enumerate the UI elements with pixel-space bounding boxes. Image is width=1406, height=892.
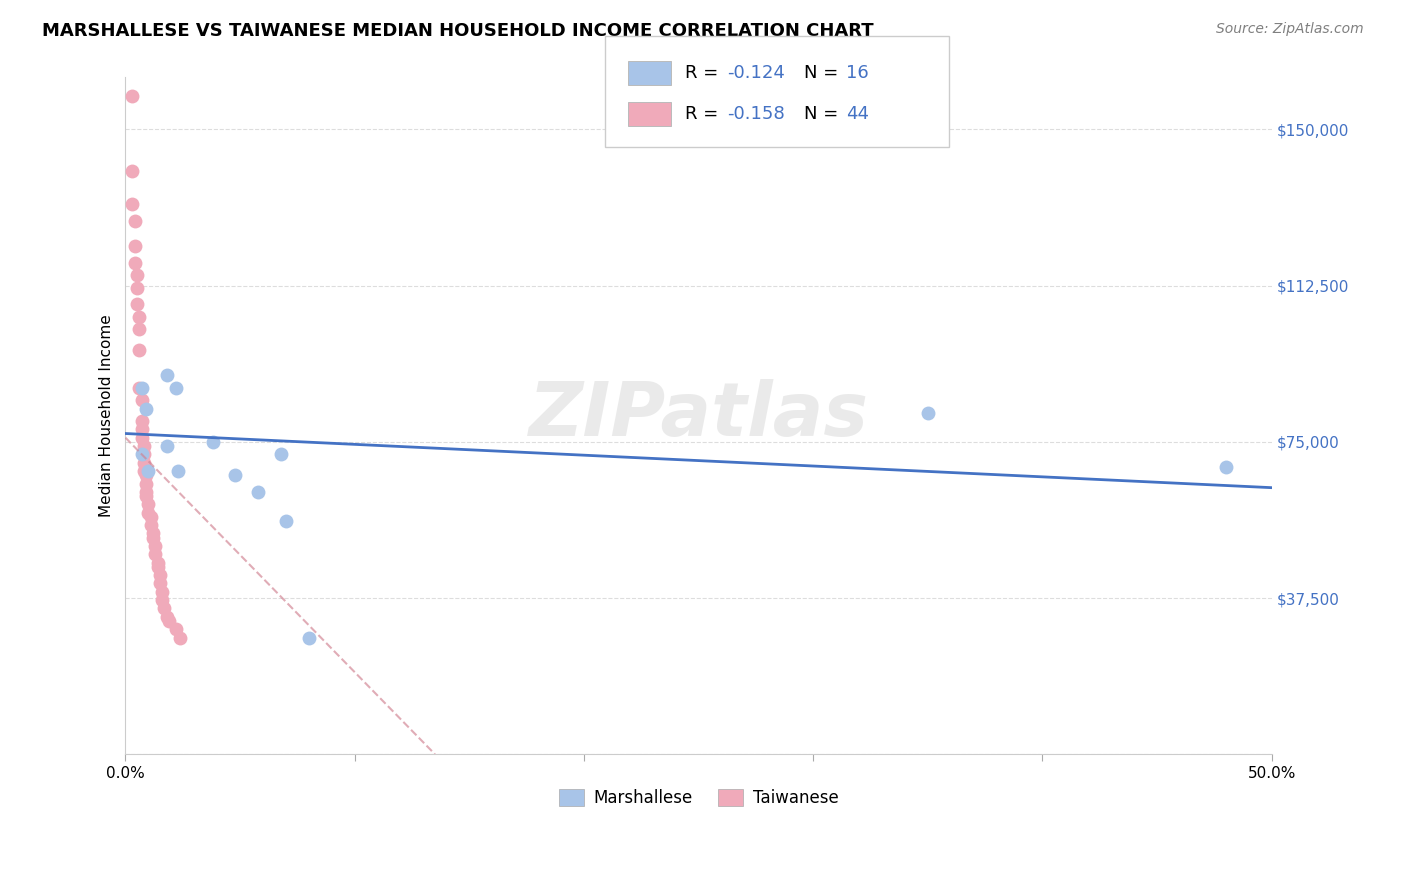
- Point: [132, 464, 155, 478]
- Point: [121, 164, 143, 178]
- Point: [124, 239, 146, 253]
- Point: [132, 447, 155, 461]
- Point: [135, 468, 157, 483]
- Text: Source: ZipAtlas.com: Source: ZipAtlas.com: [1216, 22, 1364, 37]
- Point: [121, 197, 143, 211]
- Point: [135, 476, 157, 491]
- Point: [131, 431, 153, 445]
- Point: [125, 297, 148, 311]
- Point: [149, 576, 172, 591]
- Legend: Marshallese, Taiwanese: Marshallese, Taiwanese: [553, 782, 845, 814]
- Point: [128, 381, 150, 395]
- Point: [146, 559, 169, 574]
- Y-axis label: Median Household Income: Median Household Income: [100, 315, 114, 517]
- Point: [139, 509, 162, 524]
- Point: [165, 622, 187, 636]
- Point: [169, 631, 191, 645]
- Point: [132, 456, 155, 470]
- Point: [131, 447, 153, 461]
- Point: [274, 514, 297, 528]
- Point: [156, 439, 179, 453]
- Text: N =: N =: [804, 64, 844, 82]
- Point: [138, 464, 160, 478]
- Point: [917, 406, 939, 420]
- Point: [131, 414, 153, 428]
- Point: [153, 601, 176, 615]
- Point: [146, 556, 169, 570]
- Point: [135, 401, 157, 416]
- Text: ZIPatlas: ZIPatlas: [529, 379, 869, 452]
- Point: [135, 484, 157, 499]
- Point: [128, 322, 150, 336]
- Point: [247, 484, 270, 499]
- Point: [131, 381, 153, 395]
- Point: [201, 434, 224, 449]
- Point: [167, 464, 190, 478]
- Point: [135, 489, 157, 503]
- Point: [124, 214, 146, 228]
- Point: [157, 614, 180, 628]
- Point: [131, 422, 153, 436]
- Point: [128, 310, 150, 324]
- Text: MARSHALLESE VS TAIWANESE MEDIAN HOUSEHOLD INCOME CORRELATION CHART: MARSHALLESE VS TAIWANESE MEDIAN HOUSEHOL…: [42, 22, 873, 40]
- Point: [1215, 459, 1237, 474]
- Point: [156, 609, 179, 624]
- Point: [125, 281, 148, 295]
- Point: [150, 593, 173, 607]
- Point: [128, 343, 150, 358]
- Point: [138, 506, 160, 520]
- Point: [142, 531, 165, 545]
- Point: [270, 447, 292, 461]
- Point: [156, 368, 179, 383]
- Text: -0.124: -0.124: [727, 64, 785, 82]
- Point: [132, 439, 155, 453]
- Point: [131, 393, 153, 408]
- Point: [121, 89, 143, 103]
- Point: [124, 256, 146, 270]
- Text: R =: R =: [685, 105, 724, 123]
- Text: 16: 16: [846, 64, 869, 82]
- Point: [125, 268, 148, 283]
- Point: [143, 539, 166, 553]
- Point: [149, 568, 172, 582]
- Text: N =: N =: [804, 105, 844, 123]
- Point: [143, 547, 166, 561]
- Point: [142, 526, 165, 541]
- Text: 44: 44: [846, 105, 869, 123]
- Point: [150, 584, 173, 599]
- Point: [139, 518, 162, 533]
- Text: R =: R =: [685, 64, 724, 82]
- Text: -0.158: -0.158: [727, 105, 785, 123]
- Point: [165, 381, 187, 395]
- Point: [224, 468, 246, 483]
- Point: [298, 631, 321, 645]
- Point: [138, 497, 160, 511]
